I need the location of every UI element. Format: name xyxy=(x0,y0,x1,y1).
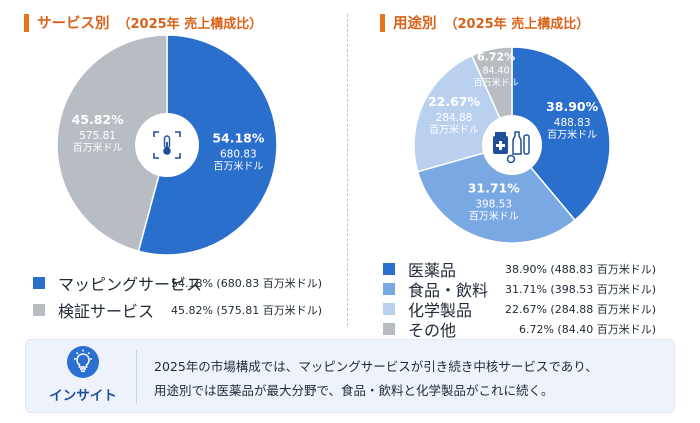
application-title: 用途別 xyxy=(393,16,437,32)
slice-percent-label: 54.18% xyxy=(212,130,265,145)
pie-slice-1 xyxy=(56,34,168,253)
insight-box: インサイト 2025年の市場構成では、マッピングサービスが引き続き中核サービスで… xyxy=(25,339,675,413)
title-accent-bar xyxy=(24,13,29,32)
insight-badge: インサイト xyxy=(40,346,126,408)
insight-divider xyxy=(136,350,137,404)
legend-label: マッピングサービス xyxy=(58,275,203,294)
slice-percent-label: 22.67% xyxy=(428,94,481,109)
service-subtitle: （2025年 売上構成比） xyxy=(117,17,263,32)
legend-value: 31.71% (398.53 百万米ドル) xyxy=(504,283,656,296)
slice-value-label: 680.83 xyxy=(220,148,257,160)
legend-value: 45.82% (575.81 百万米ドル) xyxy=(170,304,322,317)
application-pie-chart: 38.90%488.83百万米ドル31.71%398.53百万米ドル22.67%… xyxy=(413,46,611,244)
legend-item: 食品・飲料 31.71% (398.53 百万米ドル) xyxy=(383,277,656,301)
insight-text-line-2: 用途別では医薬品が最大分野で、食品・飲料と化学製品がこれに続く。 xyxy=(154,383,554,398)
legend-swatch xyxy=(383,263,395,275)
medicine-lab-icon xyxy=(493,131,530,164)
legend-item: その他 6.72% (84.40 百万米ドル) xyxy=(383,317,656,341)
slice-percent-label: 38.90% xyxy=(546,99,599,114)
slice-value-label: 488.83 xyxy=(554,117,591,129)
slice-unit-label: 百万米ドル xyxy=(474,77,519,89)
legend-swatch xyxy=(383,303,395,315)
legend-swatch xyxy=(33,277,45,289)
slice-unit-label: 百万米ドル xyxy=(547,128,597,141)
lightbulb-icon xyxy=(67,346,99,378)
insight-text-line-1: 2025年の市場構成では、マッピングサービスが引き続き中核サービスであり、 xyxy=(154,359,598,374)
slice-unit-label: 百万米ドル xyxy=(213,159,263,172)
slice-value-label: 575.81 xyxy=(79,130,116,142)
legend-swatch xyxy=(33,304,45,316)
slice-percent-label: 45.82% xyxy=(72,112,125,127)
slice-unit-label: 百万米ドル xyxy=(469,209,519,222)
legend-value: 38.90% (488.83 百万米ドル) xyxy=(504,263,656,276)
title-accent-bar xyxy=(380,13,385,32)
pie-slice-0 xyxy=(511,46,611,222)
slice-value-label: 84.40 xyxy=(482,66,509,77)
slice-value-label: 398.53 xyxy=(475,198,512,210)
pie-center-hole xyxy=(482,115,542,175)
legend-value: 54.18% (680.83 百万米ドル) xyxy=(170,277,322,290)
slice-unit-label: 百万米ドル xyxy=(429,123,479,136)
legend-label: 検証サービス xyxy=(58,302,155,321)
application-subtitle: （2025年 売上構成比） xyxy=(444,17,590,32)
slice-value-label: 284.88 xyxy=(436,112,473,124)
legend-label: 化学製品 xyxy=(408,301,473,320)
slice-percent-label: 6.72% xyxy=(477,51,515,64)
legend-label: その他 xyxy=(408,321,457,340)
legend-item: 医薬品 38.90% (488.83 百万米ドル) xyxy=(383,257,656,281)
legend-value: 6.72% (84.40 百万米ドル) xyxy=(518,323,656,336)
service-title: サービス別 xyxy=(37,16,110,32)
panel-divider xyxy=(347,14,348,326)
pie-slice-0 xyxy=(137,34,278,256)
thermometer-sensor-icon xyxy=(153,131,181,159)
service-panel-title: サービス別 （2025年 売上構成比） xyxy=(24,12,262,33)
legend-swatch xyxy=(383,283,395,295)
legend-item: 検証サービス 45.82% (575.81 百万米ドル) xyxy=(33,298,322,322)
legend-item: 化学製品 22.67% (284.88 百万米ドル) xyxy=(383,297,656,321)
legend-label: 食品・飲料 xyxy=(408,281,489,300)
legend-swatch xyxy=(383,323,395,335)
slice-percent-label: 31.71% xyxy=(468,180,521,195)
legend-item: マッピングサービス 54.18% (680.83 百万米ドル) xyxy=(33,271,322,295)
legend-value: 22.67% (284.88 百万米ドル) xyxy=(504,303,656,316)
insight-label: インサイト xyxy=(49,388,117,404)
legend-label: 医薬品 xyxy=(408,261,457,280)
slice-unit-label: 百万米ドル xyxy=(73,141,123,154)
application-panel-title: 用途別 （2025年 売上構成比） xyxy=(380,12,589,33)
pie-slice-1 xyxy=(416,144,576,244)
